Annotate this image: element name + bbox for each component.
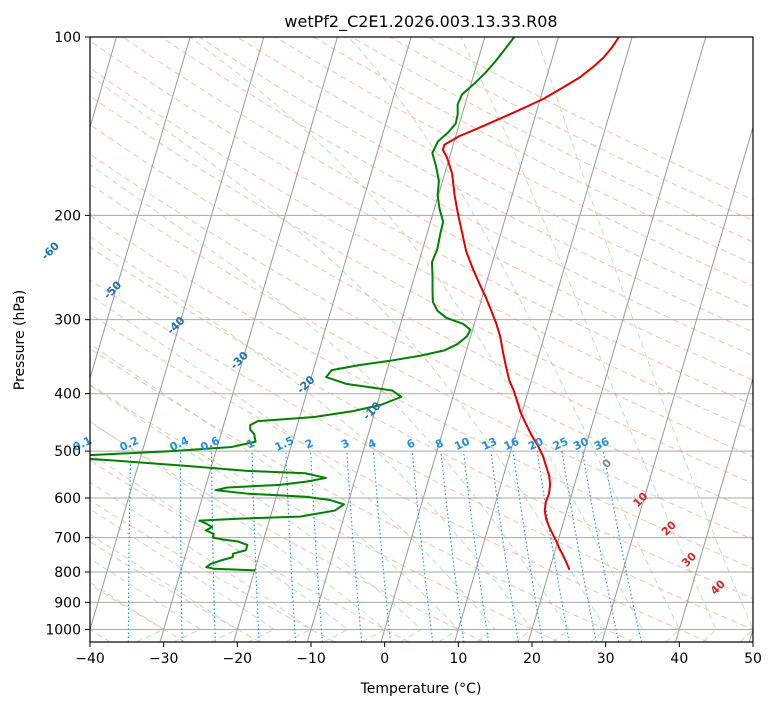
moist-adiabat — [90, 452, 349, 642]
isotherm-line — [454, 37, 633, 642]
background-lines — [90, 37, 753, 642]
moist-adiabat — [90, 581, 165, 642]
dry-adiabat — [90, 124, 753, 485]
y-tick-label: 300 — [54, 313, 81, 329]
y-tick-label: 1000 — [45, 622, 81, 638]
y-tick-label: 100 — [54, 30, 81, 46]
moist-adiabat — [90, 533, 239, 642]
y-tick-label: 400 — [54, 387, 81, 403]
moist-adiabat — [189, 37, 644, 642]
mixing-ratio-line — [411, 451, 434, 642]
dry-adiabat — [90, 421, 485, 642]
moist-adiabat — [90, 557, 202, 642]
isotherm-line — [601, 125, 753, 642]
temperature-line — [441, 37, 620, 571]
moist-adiabat — [535, 37, 753, 642]
x-tick-label: −30 — [149, 651, 179, 667]
isotherm-line — [675, 376, 753, 642]
dry-adiabat — [90, 95, 753, 458]
x-tick-label: 20 — [523, 651, 541, 667]
moist-adiabat — [348, 37, 680, 642]
x-tick-label: −40 — [75, 651, 105, 667]
dry-adiabat — [90, 279, 753, 630]
mixing-ratio-line — [346, 451, 363, 642]
moist-adiabat — [90, 235, 533, 642]
moist-adiabat — [90, 343, 460, 642]
dry-adiabat — [90, 541, 261, 642]
dry-adiabat — [90, 584, 186, 642]
dry-adiabat — [90, 459, 410, 642]
x-tick-label: −10 — [296, 651, 326, 667]
mixing-ratio-label: 30 — [571, 435, 591, 453]
isotherm-line — [380, 37, 559, 642]
isotherm-line — [90, 37, 265, 632]
y-tick-label: 200 — [54, 208, 81, 224]
isotherm-line — [233, 37, 412, 642]
y-tick-label: 800 — [54, 565, 81, 581]
dry-adiabat — [90, 348, 634, 642]
x-tick-label: 0 — [380, 651, 389, 667]
mixing-ratio-line — [512, 451, 544, 642]
mixing-ratio-label: 16 — [502, 435, 522, 453]
moist-adiabat — [90, 164, 570, 642]
y-tick-label: 500 — [54, 444, 81, 460]
dry-adiabat — [275, 37, 753, 287]
mixing-ratio-label: 10 — [452, 435, 472, 453]
mixing-ratio-line — [372, 451, 392, 642]
dry-adiabat — [236, 37, 753, 310]
mixing-ratio-line — [581, 451, 620, 642]
y-tick-label: 700 — [54, 531, 81, 547]
mixing-ratio-line — [463, 451, 490, 642]
dry-adiabat — [160, 37, 753, 357]
dry-adiabat — [90, 183, 753, 540]
x-tick-label: 10 — [449, 651, 467, 667]
x-tick-label: 50 — [744, 651, 762, 667]
x-tick-label: 30 — [597, 651, 615, 667]
mixing-ratio-label: 13 — [480, 435, 499, 453]
mixing-ratio-line — [602, 451, 643, 642]
dewpoint-line — [90, 37, 516, 572]
y-tick-label: 900 — [54, 595, 81, 611]
dry-adiabat — [90, 313, 709, 642]
x-tick-label: 40 — [670, 651, 688, 667]
dry-adiabat — [90, 246, 753, 600]
profile-lines — [90, 37, 620, 572]
dry-adiabat — [90, 153, 753, 512]
moist-adiabat — [90, 508, 276, 642]
isotherm-line — [90, 37, 191, 381]
moist-adiabat — [459, 37, 717, 642]
x-axis-label: Temperature (°C) — [360, 681, 482, 697]
axes: −40 −30 −20 −10 0 10 20 30 40 50 100 200 300 400 500 60… — [45, 30, 762, 667]
chart-title: wetPf2_C2E1.2026.003.13.33.R08 — [284, 12, 557, 32]
moist-adiabat — [90, 384, 423, 642]
moist-adiabat — [90, 420, 386, 642]
y-axis-label: Pressure (hPa) — [12, 290, 28, 390]
isotherm-line — [527, 37, 707, 642]
y-tick-label: 600 — [54, 491, 81, 507]
mixing-ratio-line — [490, 451, 519, 642]
mixing-ratio-label: 36 — [592, 435, 612, 453]
mixing-ratio-line — [440, 451, 465, 642]
x-tick-label: −20 — [223, 651, 253, 667]
dry-adiabat — [122, 37, 753, 381]
isotherm-line — [159, 37, 338, 642]
mixing-ratio-label: 25 — [551, 435, 570, 453]
mixing-ratio-label: 20 — [526, 435, 546, 453]
plot-frame — [89, 36, 754, 643]
moist-adiabat — [90, 74, 607, 642]
